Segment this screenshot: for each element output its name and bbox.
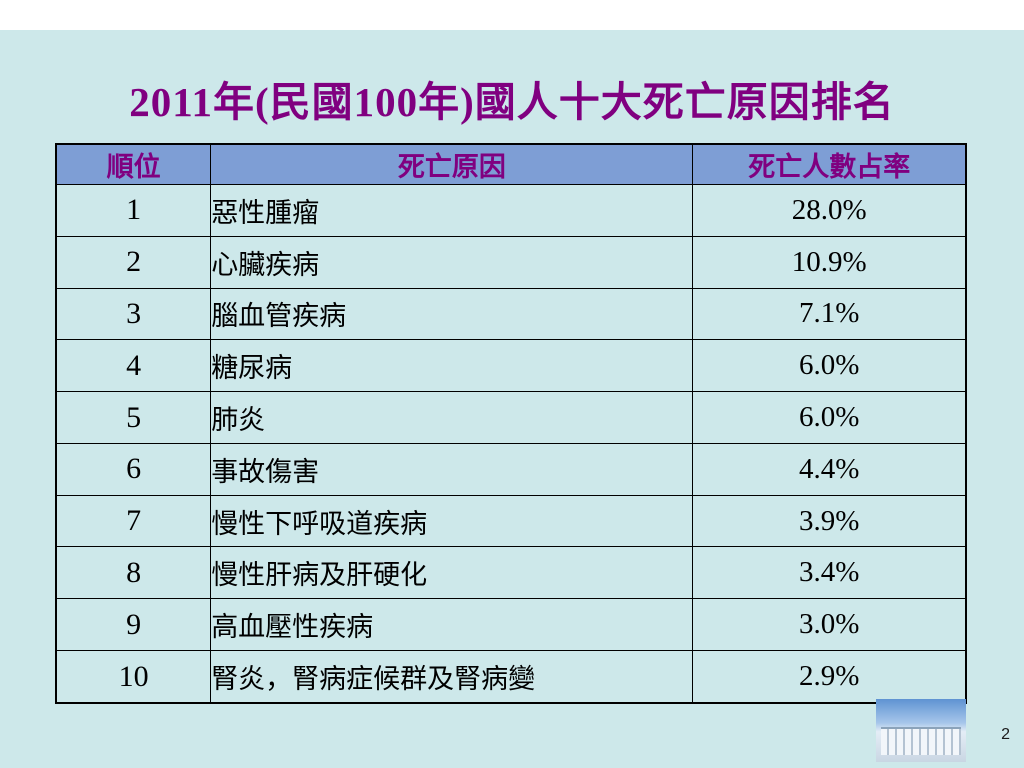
rank-cell: 10 — [55, 650, 212, 704]
table-row: 4 糖尿病 6.0% — [55, 339, 967, 393]
rate-cell: 6.0% — [692, 391, 967, 444]
rank-cell: 5 — [55, 391, 212, 444]
rate-cell: 2.9% — [692, 650, 967, 704]
table-row: 3 腦血管疾病 7.1% — [55, 287, 967, 341]
cause-cell: 事故傷害 — [210, 442, 694, 496]
table-header-row: 順位 死亡原因 死亡人數占率 — [55, 143, 967, 185]
rate-cell: 3.0% — [692, 598, 967, 652]
rate-cell: 3.4% — [692, 546, 967, 600]
cause-cell: 高血壓性疾病 — [210, 598, 694, 652]
cause-cell: 惡性腫瘤 — [210, 184, 694, 237]
table-row: 5 肺炎 6.0% — [55, 391, 967, 444]
page-number: 2 — [1001, 726, 1010, 743]
table-row: 1 惡性腫瘤 28.0% — [55, 184, 967, 237]
table-row: 7 慢性下呼吸道疾病 3.9% — [55, 494, 967, 548]
header-rate: 死亡人數占率 — [692, 143, 967, 185]
cause-cell: 心臟疾病 — [210, 235, 694, 289]
rank-cell: 9 — [55, 598, 212, 652]
rank-cell: 8 — [55, 546, 212, 600]
table-row: 6 事故傷害 4.4% — [55, 442, 967, 496]
cause-cell: 慢性下呼吸道疾病 — [210, 494, 694, 548]
rate-cell: 4.4% — [692, 442, 967, 496]
rank-cell: 1 — [55, 184, 212, 237]
rate-cell: 6.0% — [692, 339, 967, 393]
rank-cell: 4 — [55, 339, 212, 393]
top-ten-causes-of-death-table: 順位 死亡原因 死亡人數占率 1 惡性腫瘤 28.0% 2 心臟疾病 10.9%… — [55, 143, 967, 704]
cause-cell: 腦血管疾病 — [210, 287, 694, 341]
table-row: 8 慢性肝病及肝硬化 3.4% — [55, 546, 967, 600]
slide-title: 2011年(民國100年)國人十大死亡原因排名 — [129, 79, 895, 125]
rate-cell: 10.9% — [692, 235, 967, 289]
rank-cell: 2 — [55, 235, 212, 289]
cause-cell: 腎炎，腎病症候群及腎病變 — [210, 650, 694, 704]
rank-cell: 7 — [55, 494, 212, 548]
rank-cell: 3 — [55, 287, 212, 341]
rate-cell: 3.9% — [692, 494, 967, 548]
table-row: 2 心臟疾病 10.9% — [55, 235, 967, 289]
header-rank: 順位 — [55, 143, 212, 185]
cause-cell: 肺炎 — [210, 391, 694, 444]
rank-cell: 6 — [55, 442, 212, 496]
cause-cell: 糖尿病 — [210, 339, 694, 393]
rate-cell: 28.0% — [692, 184, 967, 237]
building-facade — [881, 727, 961, 755]
cause-cell: 慢性肝病及肝硬化 — [210, 546, 694, 600]
rate-cell: 7.1% — [692, 287, 967, 341]
top-margin-strip — [0, 0, 1024, 30]
table-row: 9 高血壓性疾病 3.0% — [55, 598, 967, 652]
header-cause: 死亡原因 — [210, 143, 694, 185]
hospital-building-photo — [876, 699, 966, 762]
table-row: 10 腎炎，腎病症候群及腎病變 2.9% — [55, 650, 967, 704]
